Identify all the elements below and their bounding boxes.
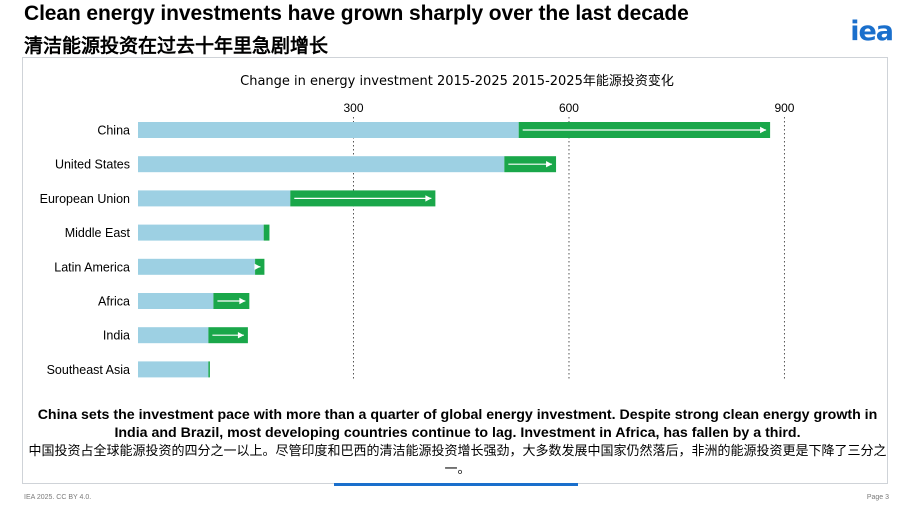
chart-title: Change in energy investment 2015-2025 20… (240, 73, 674, 89)
x-tick-label: 600 (559, 101, 579, 115)
footer-page-number: Page 3 (866, 494, 889, 501)
increase-bar (208, 361, 210, 378)
category-label: United States (55, 158, 130, 172)
increase-bar (263, 224, 270, 241)
base-bar (138, 122, 519, 138)
category-label: Latin America (54, 260, 130, 274)
change-arrow-head (239, 297, 246, 305)
change-arrow-head (425, 195, 432, 202)
change-arrow-head (254, 263, 261, 270)
category-label: China (97, 124, 130, 138)
category-label: Africa (98, 295, 130, 309)
category-label: India (103, 329, 130, 343)
change-arrow-head (237, 332, 244, 339)
base-bar (138, 327, 209, 344)
base-bar (138, 190, 291, 207)
base-bar (138, 258, 256, 275)
base-bar (138, 361, 209, 378)
slide-title-chinese: 清洁能源投资在过去十年里急剧增长 (24, 35, 329, 57)
caption-chinese: 中国投资占全球能源投资的四分之一以上。尽管印度和巴西的清洁能源投资增长强劲，大多… (28, 444, 887, 477)
category-label: Southeast Asia (47, 363, 130, 377)
slide-title: Clean energy investments have grown shar… (24, 2, 689, 25)
base-bar (138, 156, 505, 173)
category-label: European Union (40, 192, 130, 206)
change-arrow-head (546, 161, 553, 168)
base-bar (138, 224, 264, 241)
x-tick-label: 900 (774, 101, 794, 115)
category-label: Middle East (65, 226, 131, 240)
caption-english: China sets the investment pace with more… (37, 407, 878, 441)
accent-underline (334, 483, 578, 486)
iea-logo: iea (850, 16, 894, 47)
x-tick-label: 300 (343, 101, 363, 115)
footer-license: IEA 2025. CC BY 4.0. (24, 494, 92, 501)
change-arrow-head (760, 126, 767, 134)
base-bar (138, 293, 214, 309)
